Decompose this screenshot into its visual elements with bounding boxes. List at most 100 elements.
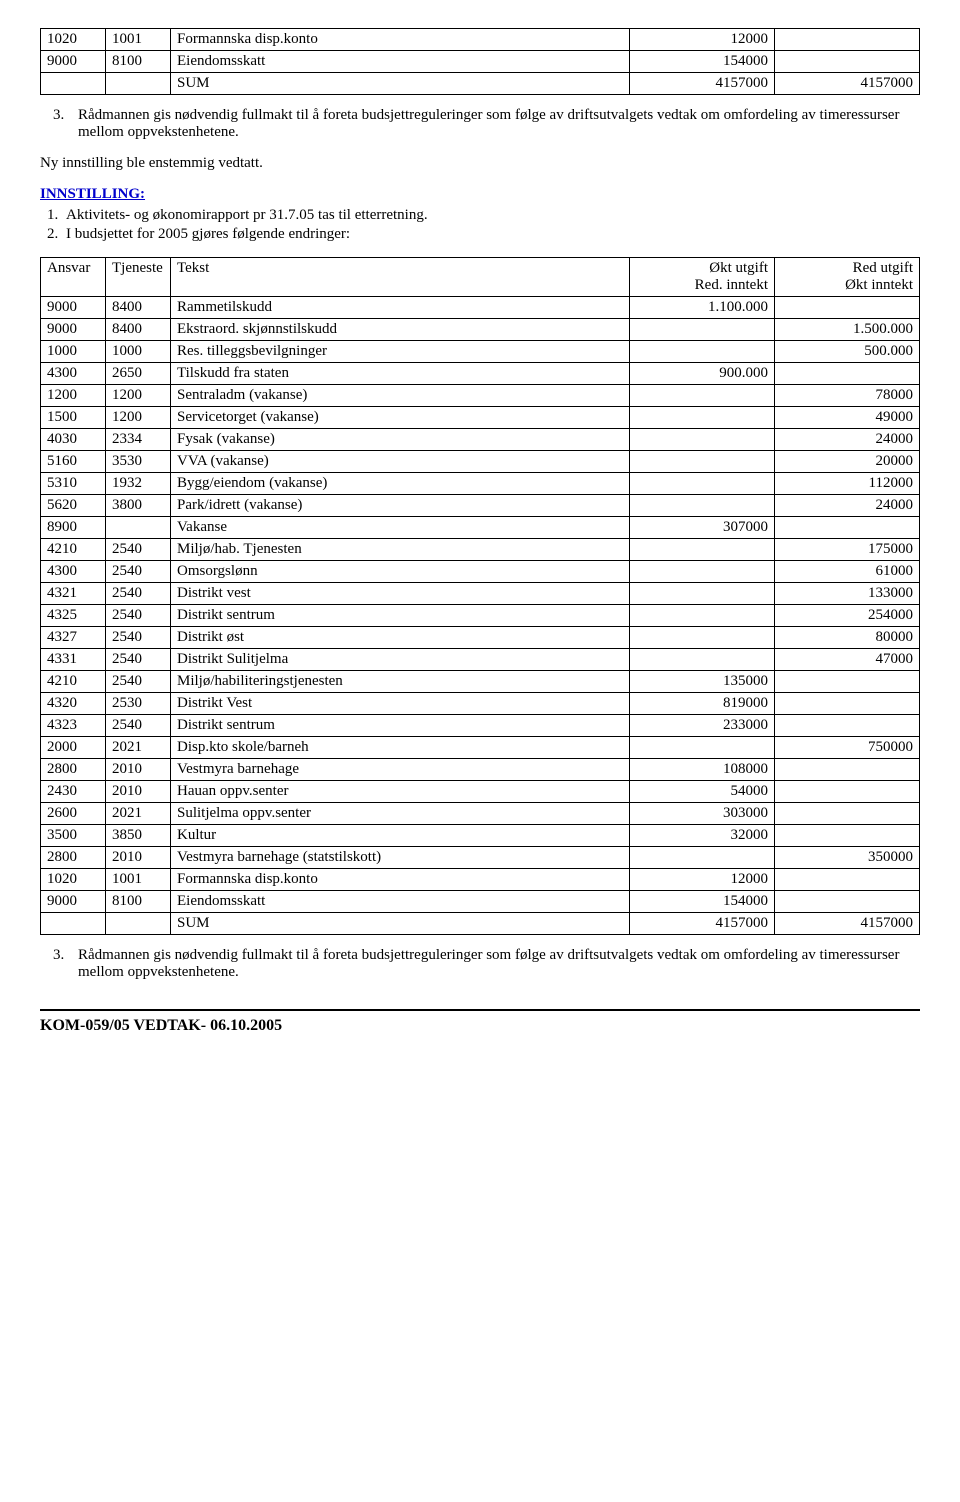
cell-col5: 20000 [775,451,920,473]
cell-col4 [630,429,775,451]
table-row: 10001000Res. tilleggsbevilgninger500.000 [41,341,920,363]
table-header-row: AnsvarTjenesteTekstØkt utgiftRed. inntek… [41,258,920,297]
header-col4: Økt utgiftRed. inntekt [630,258,775,297]
cell-tjeneste: 3530 [106,451,171,473]
cell-tekst: Eiendomsskatt [171,891,630,913]
cell-tekst: Sentraladm (vakanse) [171,385,630,407]
cell-col4 [630,319,775,341]
cell-col4: 54000 [630,781,775,803]
innstilling-item-2: I budsjettet for 2005 gjøres følgende en… [62,226,920,243]
cell-ansvar: 1000 [41,341,106,363]
cell-ansvar: 2800 [41,847,106,869]
cell-col4: 108000 [630,759,775,781]
cell-tekst: Bygg/eiendom (vakanse) [171,473,630,495]
cell-col5: 24000 [775,495,920,517]
cell-ansvar: 4321 [41,583,106,605]
cell-col5 [775,825,920,847]
table-row: 10201001Formannska disp.konto12000 [41,29,920,51]
cell-col4 [630,847,775,869]
cell-col5 [775,363,920,385]
table-row: 12001200Sentraladm (vakanse)78000 [41,385,920,407]
table-row: 24302010Hauan oppv.senter54000 [41,781,920,803]
cell-tekst: Fysak (vakanse) [171,429,630,451]
table-row: 56203800Park/idrett (vakanse)24000 [41,495,920,517]
cell-col4 [630,737,775,759]
table-row: 90008100Eiendomsskatt154000 [41,891,920,913]
cell-tekst: SUM [171,913,630,935]
header-tjeneste: Tjeneste [106,258,171,297]
cell-tekst: Disp.kto skole/barneh [171,737,630,759]
cell-tjeneste: 2540 [106,649,171,671]
cell-col5: 80000 [775,627,920,649]
main-table: AnsvarTjenesteTekstØkt utgiftRed. inntek… [40,257,920,935]
cell-col4: 12000 [630,869,775,891]
cell-ansvar: 4323 [41,715,106,737]
cell-tjeneste: 2540 [106,605,171,627]
cell-tjeneste: 2540 [106,627,171,649]
table-row: 90008400Rammetilskudd1.100.000 [41,297,920,319]
cell-tjeneste [106,913,171,935]
table-row: 35003850Kultur32000 [41,825,920,847]
cell-col5: 78000 [775,385,920,407]
cell-tekst: Distrikt Sulitjelma [171,649,630,671]
header-ansvar: Ansvar [41,258,106,297]
table-row: 26002021Sulitjelma oppv.senter303000 [41,803,920,825]
ny-innstilling-text: Ny innstilling ble enstemmig vedtatt. [40,155,920,172]
cell-tekst: Miljø/hab. Tjenesten [171,539,630,561]
cell-col5: 47000 [775,649,920,671]
table-row: 28002010Vestmyra barnehage108000 [41,759,920,781]
cell-tekst: Distrikt øst [171,627,630,649]
cell-ansvar: 4325 [41,605,106,627]
cell-tjeneste: 2021 [106,803,171,825]
cell-ansvar: 1500 [41,407,106,429]
cell-col4 [630,539,775,561]
cell-col5: 350000 [775,847,920,869]
table-row: 43002650Tilskudd fra staten900.000 [41,363,920,385]
cell-col4: 4157000 [630,73,775,95]
cell-col4 [630,407,775,429]
cell-col5: 254000 [775,605,920,627]
cell-tekst: Eiendomsskatt [171,51,630,73]
cell-tjeneste: 8100 [106,891,171,913]
cell-col4: 233000 [630,715,775,737]
cell-tekst: Vestmyra barnehage (statstilskott) [171,847,630,869]
footer-vedtak: KOM-059/05 VEDTAK- 06.10.2005 [40,1009,920,1035]
cell-ansvar: 2000 [41,737,106,759]
cell-ansvar: 4327 [41,627,106,649]
cell-col4: 135000 [630,671,775,693]
cell-ansvar: 8900 [41,517,106,539]
cell-tekst: Res. tilleggsbevilgninger [171,341,630,363]
table-row: 43202530Distrikt Vest819000 [41,693,920,715]
cell-tekst: Servicetorget (vakanse) [171,407,630,429]
table-row: 28002010Vestmyra barnehage (statstilskot… [41,847,920,869]
cell-col4: 900.000 [630,363,775,385]
table-row: 90008400Ekstraord. skjønnstilskudd1.500.… [41,319,920,341]
cell-ansvar: 1200 [41,385,106,407]
cell-tjeneste: 3850 [106,825,171,847]
cell-tekst: Distrikt Vest [171,693,630,715]
cell-ansvar: 4320 [41,693,106,715]
cell-tekst: SUM [171,73,630,95]
cell-ansvar: 1020 [41,869,106,891]
cell-col4 [630,605,775,627]
cell-col5 [775,693,920,715]
cell-col4: 1.100.000 [630,297,775,319]
cell-tjeneste: 1200 [106,385,171,407]
cell-ansvar: 4030 [41,429,106,451]
cell-ansvar: 5160 [41,451,106,473]
table-row: 53101932Bygg/eiendom (vakanse)112000 [41,473,920,495]
paragraph-3-top: Rådmannen gis nødvendig fullmakt til å f… [40,107,920,141]
cell-col4 [630,341,775,363]
cell-tjeneste [106,517,171,539]
cell-col5 [775,869,920,891]
cell-tekst: Omsorgslønn [171,561,630,583]
cell-col4: 12000 [630,29,775,51]
cell-col5: 1.500.000 [775,319,920,341]
cell-ansvar: 1020 [41,29,106,51]
header-col5: Red utgiftØkt inntekt [775,258,920,297]
cell-tjeneste: 2010 [106,759,171,781]
cell-tekst: Vestmyra barnehage [171,759,630,781]
cell-tekst: VVA (vakanse) [171,451,630,473]
cell-col5 [775,517,920,539]
table-row: 15001200Servicetorget (vakanse)49000 [41,407,920,429]
